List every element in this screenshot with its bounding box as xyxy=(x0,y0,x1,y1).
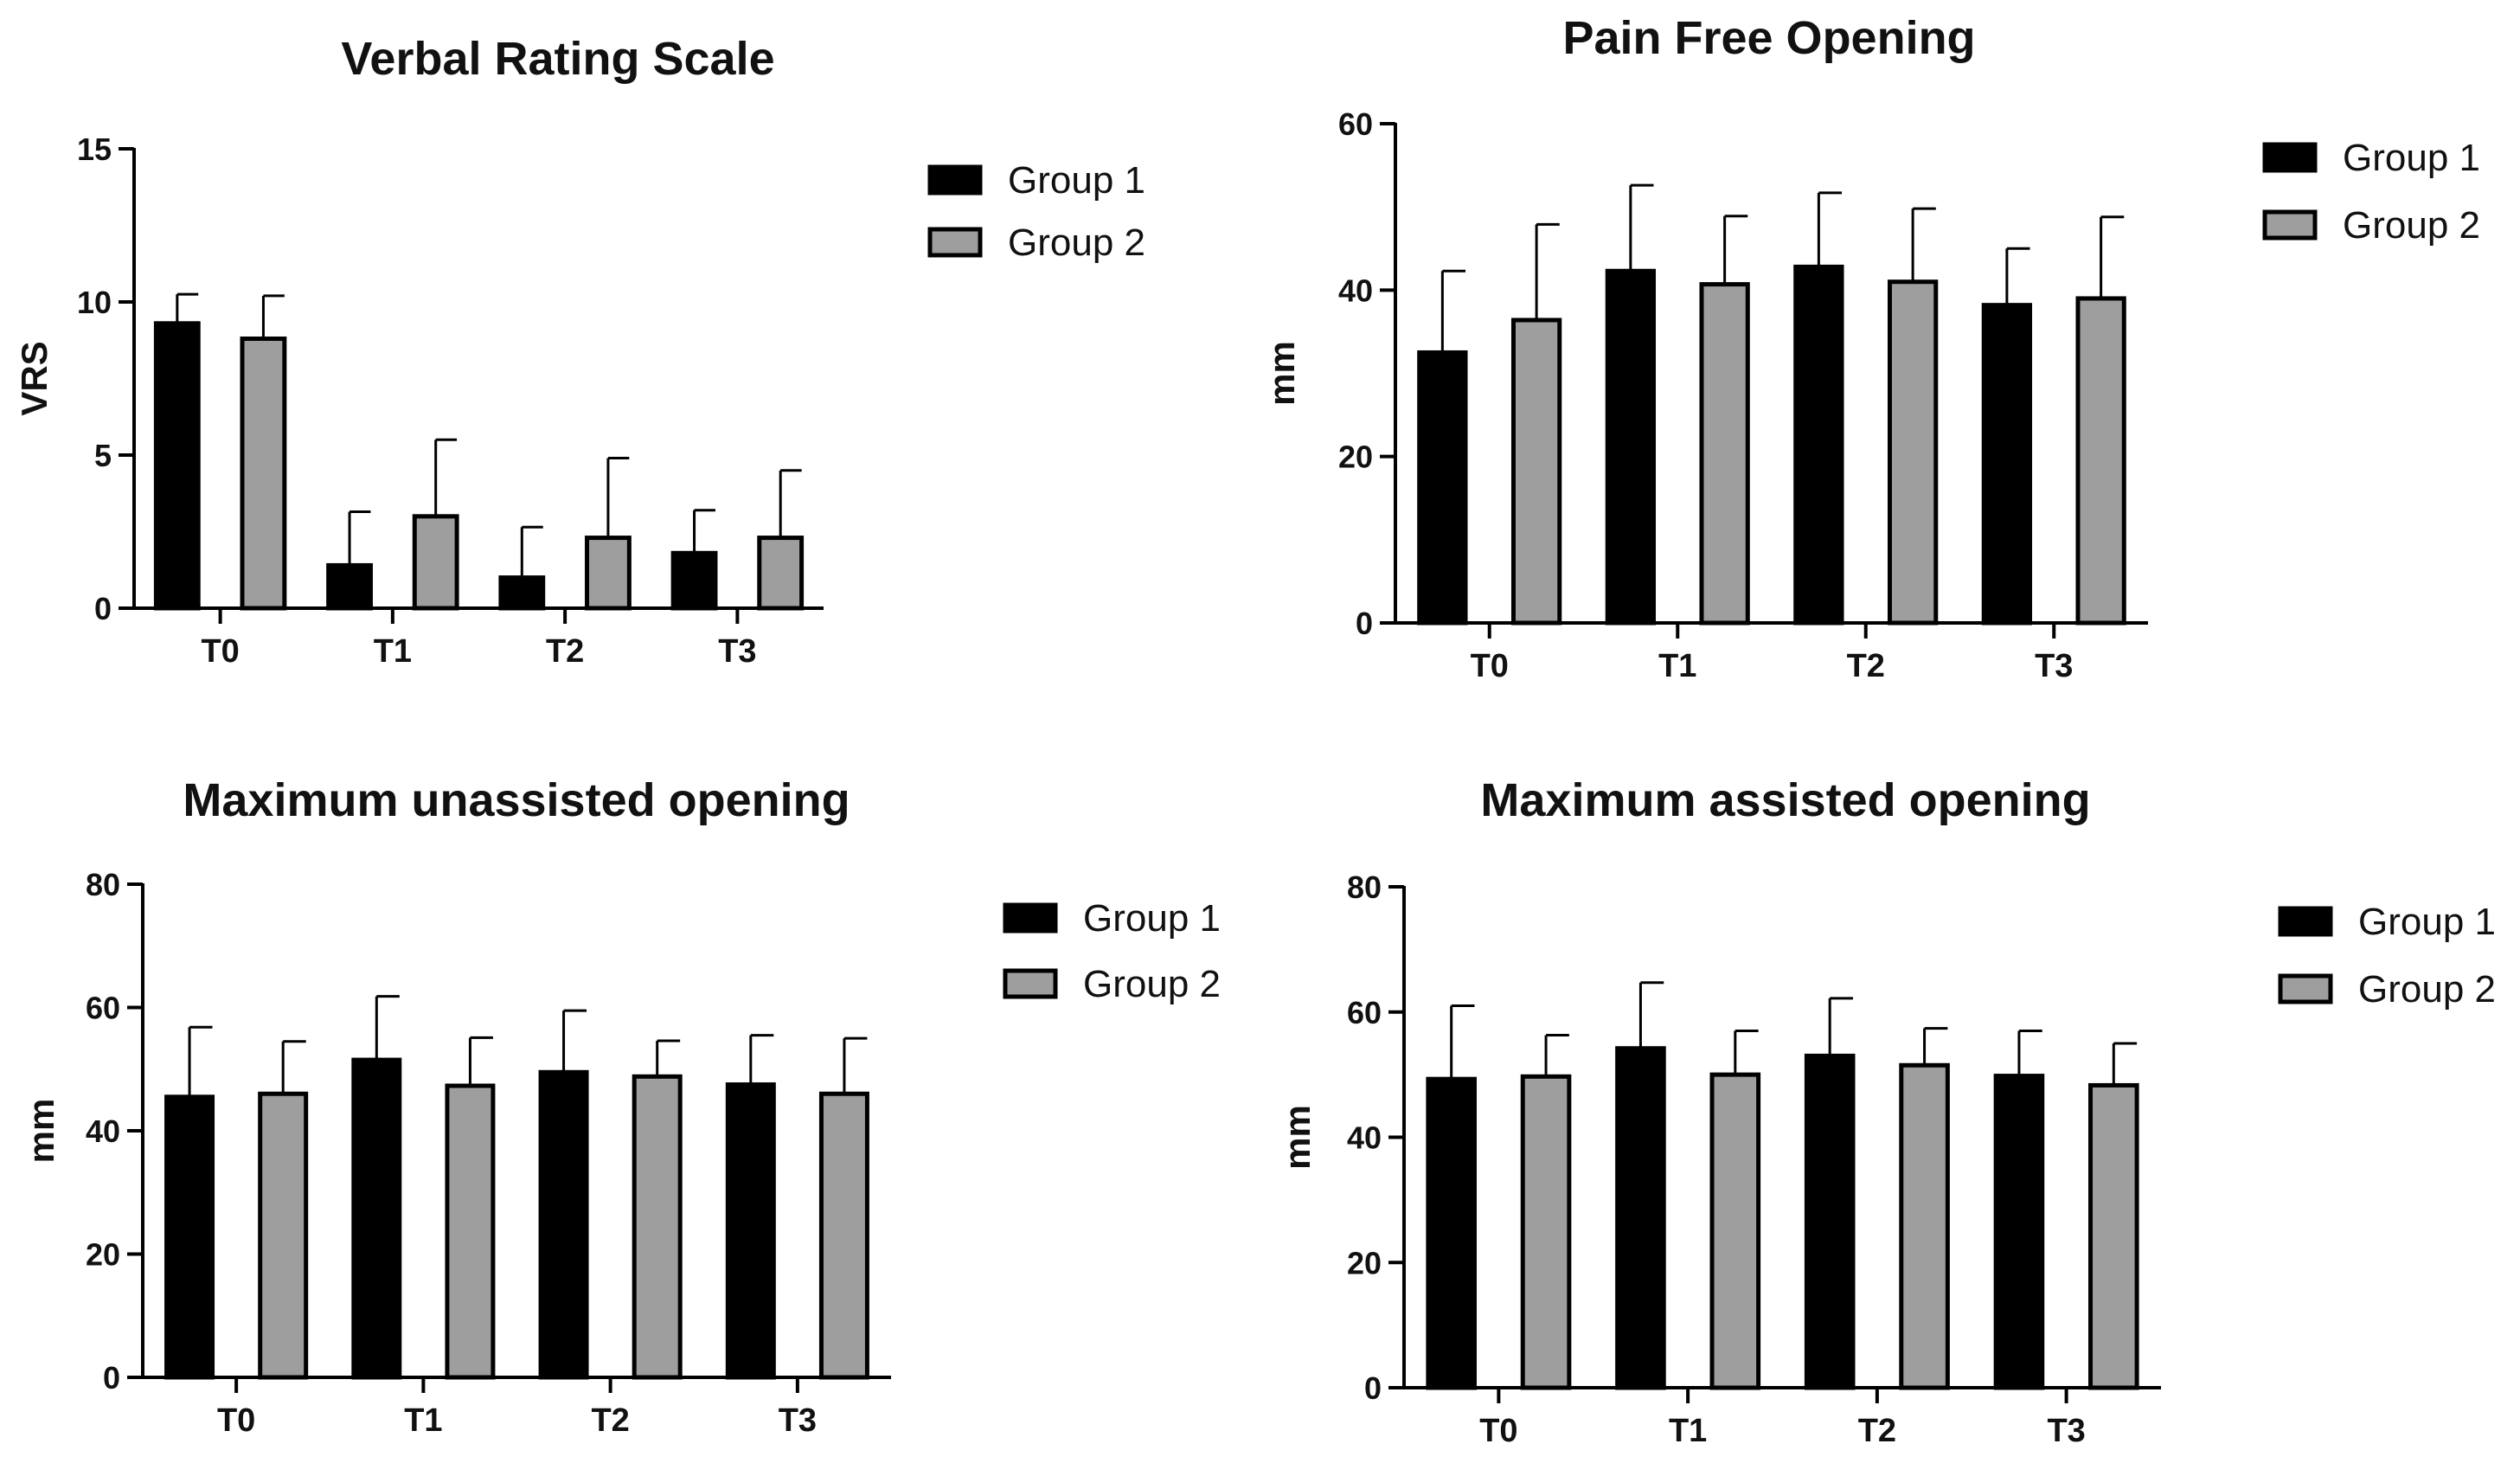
y-tick-label: 40 xyxy=(1338,273,1373,308)
bar-group-1 xyxy=(1417,350,1468,626)
bar-group-2 xyxy=(1709,1072,1761,1390)
bar-group-2 xyxy=(2075,296,2126,626)
x-tick-label: T2 xyxy=(546,633,584,670)
chart-title: Pain Free Opening xyxy=(1562,12,1975,64)
chart-title: Maximum assisted opening xyxy=(1480,774,2090,826)
bar-group-2 xyxy=(1887,279,1939,626)
bar-group-2 xyxy=(240,336,287,611)
y-tick-label: 20 xyxy=(86,1237,120,1273)
legend-swatch xyxy=(2278,973,2333,1004)
y-tick-label: 80 xyxy=(1347,869,1382,905)
bar-group-1 xyxy=(351,1057,402,1380)
chart-title: Verbal Rating Scale xyxy=(341,33,774,85)
bar-group-1 xyxy=(1981,303,2033,626)
y-tick-label: 15 xyxy=(77,132,112,167)
x-tick-label: T2 xyxy=(591,1402,629,1439)
bar-group-2 xyxy=(818,1091,869,1380)
x-tick-label: T2 xyxy=(1858,1413,1896,1449)
y-axis-label: mm xyxy=(1277,1105,1318,1170)
legend-label: Group 1 xyxy=(2358,901,2496,943)
x-tick-label: T0 xyxy=(1471,648,1509,684)
bar-group-1 xyxy=(1804,1053,1856,1390)
y-axis-label: mm xyxy=(21,1099,61,1164)
x-tick-label: T0 xyxy=(1479,1413,1517,1449)
bar-group-1 xyxy=(1793,264,1844,626)
bar-group-2 xyxy=(1899,1062,1950,1390)
legend-label: Group 2 xyxy=(2343,204,2480,247)
y-tick-label: 60 xyxy=(1347,995,1382,1030)
legend-swatch xyxy=(927,227,983,258)
chart-panel-4: Maximum assisted opening mm 0 20 40 60 80 T0 T1 T… xyxy=(1277,774,2496,1449)
x-tick-label: T1 xyxy=(374,633,412,670)
legend-swatch xyxy=(1003,902,1058,934)
y-tick-label: 60 xyxy=(86,991,120,1026)
bar-group-2 xyxy=(632,1074,683,1380)
bar-group-2 xyxy=(1520,1074,1572,1390)
legend-swatch xyxy=(927,164,983,196)
y-axis-label: mm xyxy=(1261,341,1302,406)
legend-swatch xyxy=(2278,906,2333,937)
y-tick-label: 5 xyxy=(94,438,112,473)
bar-group-1 xyxy=(498,575,546,611)
x-tick-label: T1 xyxy=(1658,648,1696,684)
bar-group-2 xyxy=(258,1091,309,1380)
y-tick-label: 40 xyxy=(86,1113,120,1149)
bar-group-2 xyxy=(1699,282,1750,626)
bar-group-1 xyxy=(153,321,201,611)
bar-group-2 xyxy=(1510,318,1562,626)
bar-group-1 xyxy=(1993,1074,2045,1390)
y-tick-label: 0 xyxy=(1364,1370,1382,1406)
chart-title: Maximum unassisted opening xyxy=(183,774,850,826)
y-tick-label: 60 xyxy=(1338,106,1373,142)
x-tick-label: T0 xyxy=(217,1402,255,1439)
bar-group-1 xyxy=(725,1082,776,1380)
x-tick-label: T0 xyxy=(201,633,239,670)
legend-swatch xyxy=(2262,209,2318,241)
legend-label: Group 1 xyxy=(1008,159,1145,202)
legend-swatch xyxy=(2262,142,2318,173)
y-tick-label: 20 xyxy=(1347,1245,1382,1280)
y-tick-label: 20 xyxy=(1338,440,1373,475)
x-tick-label: T1 xyxy=(1669,1413,1707,1449)
y-tick-label: 80 xyxy=(86,867,120,902)
bar-group-1 xyxy=(164,1094,215,1380)
x-tick-label: T3 xyxy=(2035,648,2073,684)
x-tick-label: T3 xyxy=(779,1402,817,1439)
y-tick-label: 10 xyxy=(77,285,112,320)
bar-group-1 xyxy=(670,550,718,611)
legend-swatch xyxy=(1003,968,1058,999)
bar-group-2 xyxy=(2088,1082,2139,1390)
chart-panel-3: Maximum unassisted opening mm 0 20 40 60 80 T0 T… xyxy=(21,774,1221,1439)
y-tick-label: 0 xyxy=(1356,606,1373,641)
legend-label: Group 2 xyxy=(1083,963,1221,1005)
y-tick-label: 0 xyxy=(94,591,112,626)
bar-group-1 xyxy=(1615,1046,1666,1390)
bar-group-1 xyxy=(1605,268,1657,626)
chart-panel-2: Pain Free Opening mm 0 20 40 60 T0 T1 T2 T3 Group … xyxy=(1261,12,2480,684)
y-tick-label: 0 xyxy=(103,1360,120,1396)
bar-group-2 xyxy=(585,536,632,611)
legend-label: Group 1 xyxy=(2343,137,2480,179)
legend-label: Group 2 xyxy=(2358,968,2496,1011)
bar-group-1 xyxy=(538,1069,589,1380)
chart-panel-1: Verbal Rating Scale VRS 0 5 10 15 T0 T1 T2 T3 Grou… xyxy=(14,33,1145,670)
x-tick-label: T2 xyxy=(1847,648,1885,684)
bar-group-1 xyxy=(1426,1076,1477,1390)
bar-group-2 xyxy=(757,536,805,611)
bar-group-2 xyxy=(445,1083,496,1380)
bar-group-1 xyxy=(326,562,373,611)
x-tick-label: T1 xyxy=(404,1402,442,1439)
legend-label: Group 1 xyxy=(1083,897,1221,940)
legend-label: Group 2 xyxy=(1008,221,1145,264)
x-tick-label: T3 xyxy=(2047,1413,2085,1449)
y-axis-label: VRS xyxy=(14,341,55,415)
bar-group-2 xyxy=(412,514,459,611)
y-tick-label: 40 xyxy=(1347,1120,1382,1156)
x-tick-label: T3 xyxy=(718,633,756,670)
